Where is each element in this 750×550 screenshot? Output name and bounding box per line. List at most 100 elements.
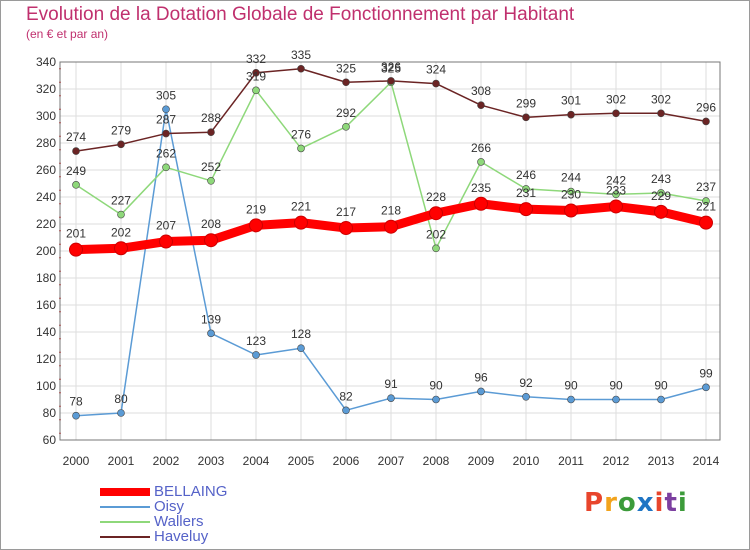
data-point (432, 395, 440, 404)
legend-label: BELLAING (154, 483, 228, 500)
data-label: 128 (291, 327, 311, 341)
data-label: 299 (516, 96, 536, 110)
data-point (702, 383, 710, 392)
plot-border (59, 61, 721, 441)
series-group (69, 64, 713, 420)
data-label: 302 (606, 92, 626, 106)
data-label: 221 (696, 200, 716, 214)
data-point (384, 219, 398, 234)
data-label: 332 (246, 52, 266, 66)
data-label: 90 (564, 379, 578, 393)
data-point (252, 86, 260, 95)
data-point (69, 242, 83, 257)
data-point (297, 344, 305, 353)
data-label: 228 (426, 190, 446, 204)
y-tick-label: 120 (36, 352, 56, 366)
data-label: 243 (651, 172, 671, 186)
data-point (699, 215, 713, 230)
data-point (702, 197, 710, 205)
data-label: 244 (561, 171, 581, 185)
data-label: 221 (291, 200, 311, 214)
data-point (477, 387, 485, 396)
data-point (657, 109, 665, 118)
y-tick-label: 220 (36, 217, 56, 231)
y-tick-label: 340 (36, 55, 56, 69)
data-label: 274 (66, 130, 86, 144)
data-point (252, 69, 260, 77)
data-point (72, 147, 80, 155)
y-tick-label: 280 (36, 136, 56, 150)
data-point (474, 196, 488, 211)
data-point (294, 215, 308, 230)
data-label: 92 (519, 376, 533, 390)
x-tick-label: 2002 (153, 454, 180, 468)
data-point (117, 210, 125, 219)
data-point (612, 190, 620, 199)
data-label: 218 (381, 204, 401, 218)
data-point (117, 140, 125, 149)
data-label: 335 (291, 48, 311, 62)
y-tick-label: 180 (36, 271, 56, 285)
data-labels: 78 80 305 139 123 128 82 91 90 96 92 90 90 90 99 249 227… (66, 48, 716, 409)
data-point (477, 158, 485, 166)
data-label: 308 (471, 84, 491, 98)
data-label: 302 (651, 92, 671, 106)
data-label: 202 (111, 225, 131, 239)
data-label: 230 (561, 188, 581, 202)
data-point (249, 218, 263, 233)
data-label: 325 (336, 61, 356, 75)
data-point (612, 109, 620, 118)
x-tick-label: 2000 (63, 454, 90, 468)
data-label: 90 (429, 379, 443, 393)
data-point (612, 395, 620, 404)
axes: 60 80 100 120 140 160 180 200 220 240 260 280 300 320… (36, 55, 721, 468)
data-point (72, 181, 80, 189)
data-label: 292 (336, 106, 356, 120)
data-label: 246 (516, 168, 536, 182)
data-point (162, 129, 170, 138)
data-label: 219 (246, 202, 266, 216)
y-tick-label: 240 (36, 190, 56, 204)
x-tick-label: 2008 (423, 454, 450, 468)
data-label: 242 (606, 173, 626, 187)
y-tick-label: 260 (36, 163, 56, 177)
y-tick-label: 300 (36, 109, 56, 123)
data-point (477, 101, 485, 109)
data-label: 288 (201, 111, 221, 125)
x-tick-label: 2006 (333, 454, 360, 468)
data-point (519, 202, 533, 217)
legend-swatch (100, 521, 150, 523)
legend-swatch (100, 536, 150, 538)
data-label: 296 (696, 100, 716, 114)
data-point (339, 221, 353, 236)
x-tick-label: 2013 (648, 454, 675, 468)
data-label: 217 (336, 205, 356, 219)
data-point (297, 144, 305, 153)
y-tick-label: 320 (36, 82, 56, 96)
data-label: 90 (609, 379, 623, 393)
data-label: 252 (201, 160, 221, 174)
x-tick-label: 2012 (603, 454, 630, 468)
data-point (654, 204, 668, 219)
data-label: 279 (111, 123, 131, 137)
data-point (162, 105, 170, 114)
data-point (567, 187, 575, 196)
logo-letter: i (654, 488, 665, 518)
data-label: 227 (111, 194, 131, 208)
y-tick-label: 140 (36, 325, 56, 339)
proxiti-logo: Proxiti (584, 488, 688, 518)
legend-label: Haveluy (154, 528, 209, 545)
data-point (114, 241, 128, 256)
data-label: 229 (651, 189, 671, 203)
logo-letter: r (604, 488, 618, 518)
data-point (207, 329, 215, 338)
data-label: 96 (474, 370, 488, 384)
logo-letter: x (636, 488, 655, 518)
x-tick-label: 2014 (693, 454, 720, 468)
data-label: 262 (156, 146, 176, 160)
data-point (429, 206, 443, 221)
legend-swatch (100, 506, 150, 508)
data-label: 319 (246, 69, 266, 83)
x-tick-label: 2011 (558, 454, 584, 468)
